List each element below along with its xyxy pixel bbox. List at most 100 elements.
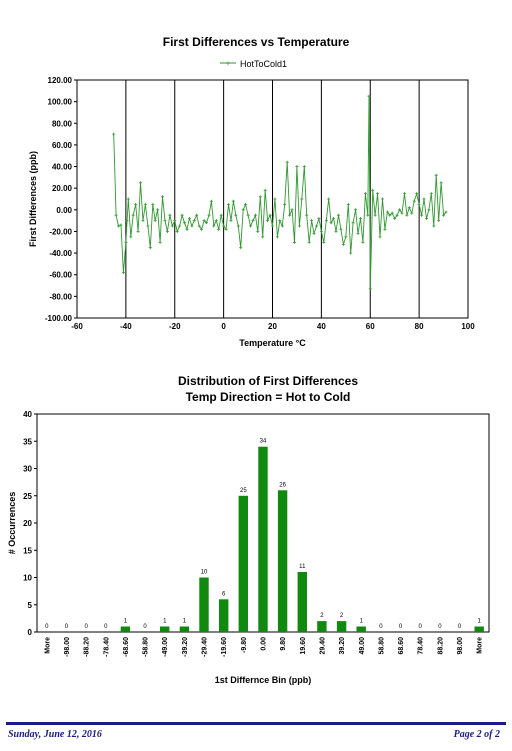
line-x-tick-labels: -60 -40 -20 0 20 40 60 80 100 <box>71 322 475 331</box>
bar-x-axis-label: 1st Differnce Bin (ppb) <box>215 675 312 685</box>
line-data-point <box>410 211 414 215</box>
line-data-point <box>283 202 287 206</box>
line-data-point <box>244 202 248 206</box>
bar-x-tick-label: -58.80 <box>143 637 150 657</box>
line-data-point <box>224 227 228 231</box>
line-data-point <box>202 219 206 223</box>
line-chart-title: First Differences vs Temperature <box>163 35 350 49</box>
line-data-point <box>381 197 384 201</box>
line-data-point <box>322 240 326 244</box>
footer-page-number: Page 2 of 2 <box>453 729 500 740</box>
line-x-tick-label: -20 <box>169 322 181 331</box>
bar-chart-subtitle: Temp Direction = Hot to Cold <box>186 390 351 404</box>
line-data-point <box>349 251 353 255</box>
line-data-point <box>412 199 416 203</box>
bar-data-label: 1 <box>183 619 187 625</box>
line-data-point <box>312 232 316 236</box>
bar-data-label: 10 <box>201 570 208 576</box>
line-data-point <box>295 165 299 168</box>
line-data-point <box>156 208 160 212</box>
line-data-point <box>214 219 218 223</box>
line-x-tick-label: 80 <box>415 322 424 331</box>
line-data-point <box>444 210 448 214</box>
line-data-point <box>148 246 152 250</box>
bar <box>317 621 327 632</box>
bar <box>297 572 307 632</box>
line-data-point <box>239 246 243 250</box>
line-data-point <box>187 217 191 220</box>
line-data-point <box>241 208 245 212</box>
line-data-point <box>178 224 182 228</box>
bar-x-tick-label: -29.40 <box>202 637 209 657</box>
bar-data-label: 25 <box>240 488 247 494</box>
line-y-tick-label: 120.00 <box>48 76 73 85</box>
bar <box>120 626 131 632</box>
line-data-point <box>366 213 370 217</box>
bar <box>238 495 248 633</box>
line-data-point <box>212 224 216 228</box>
bar-y-axis-label: # Occurrences <box>7 492 17 555</box>
line-data-point <box>256 230 260 233</box>
line-data-point <box>151 202 155 206</box>
line-y-tick-label: 20.00 <box>52 184 73 193</box>
bar-x-tick-label: 29.40 <box>320 637 327 655</box>
bar-x-tick-label: 98.00 <box>457 637 464 655</box>
bar-x-tick-label: 78.40 <box>418 637 425 655</box>
line-y-tick-label: -60.00 <box>49 271 72 280</box>
bar-data-label: 0 <box>143 624 147 630</box>
line-data-point <box>190 224 194 228</box>
line-data-point <box>425 217 428 220</box>
line-data-point <box>363 192 367 196</box>
line-data-point <box>249 224 252 228</box>
line-data-point <box>437 219 441 223</box>
bar-x-tick-label: 0.00 <box>261 637 268 651</box>
line-data-point <box>432 224 436 228</box>
line-data-point <box>293 240 296 244</box>
bar-x-tick-labels: More -98.00 -88.20 -78.40 -68.60 -58.80 -49.00… <box>44 637 483 657</box>
line-y-tick-label: -40.00 <box>49 249 72 258</box>
line-data-point <box>114 213 118 217</box>
line-data-point <box>280 224 284 228</box>
line-data-point <box>271 224 274 228</box>
line-y-tick-labels: 120.00 100.00 80.00 60.00 40.00 20.00 0.00 -20.… <box>45 76 77 323</box>
line-y-tick-label: 0.00 <box>56 206 72 215</box>
line-data-point <box>268 213 272 217</box>
line-data-point <box>346 202 350 206</box>
line-data-point <box>112 132 116 136</box>
bar-x-tick-label: 58.80 <box>378 637 385 655</box>
line-data-point <box>143 202 147 206</box>
footer-date: Sunday, June 12, 2016 <box>8 729 102 740</box>
line-data-point <box>434 173 438 177</box>
bar-data-label: 1 <box>478 619 482 625</box>
bar-data-label: 0 <box>45 624 49 630</box>
bar-x-tick-label: 39.20 <box>339 637 346 655</box>
line-data-point <box>329 221 333 225</box>
bar-data-label: 34 <box>260 439 267 445</box>
bar-x-tick-label: 49.00 <box>359 637 366 655</box>
bar-x-tick-label: -9.80 <box>241 637 248 653</box>
bar-data-label: 1 <box>163 619 167 625</box>
bar-x-tick-label: 68.60 <box>398 637 405 655</box>
line-data-point <box>383 227 387 231</box>
line-data-point <box>246 213 250 217</box>
bar <box>219 599 229 632</box>
bar-x-tick-label: -78.40 <box>103 637 110 657</box>
line-data-point <box>273 197 277 201</box>
line-data-point <box>344 235 348 239</box>
line-data-point <box>367 94 371 98</box>
bar-data-label: 6 <box>222 591 226 597</box>
bar-x-tick-label: -49.00 <box>162 637 169 657</box>
line-y-tick-label: -80.00 <box>49 292 72 301</box>
line-data-point <box>439 181 443 185</box>
line-data-point <box>351 221 355 225</box>
bar-x-tick-label: -68.60 <box>123 637 130 657</box>
bar <box>258 446 268 632</box>
line-data-point <box>119 223 123 227</box>
line-data-point <box>275 235 279 239</box>
line-data-point <box>288 213 292 217</box>
line-y-tick-label: -20.00 <box>49 227 72 236</box>
bar-y-tick-label: 10 <box>23 574 32 583</box>
line-data-point <box>390 211 394 215</box>
bar <box>199 577 209 632</box>
line-data-point <box>173 219 177 223</box>
